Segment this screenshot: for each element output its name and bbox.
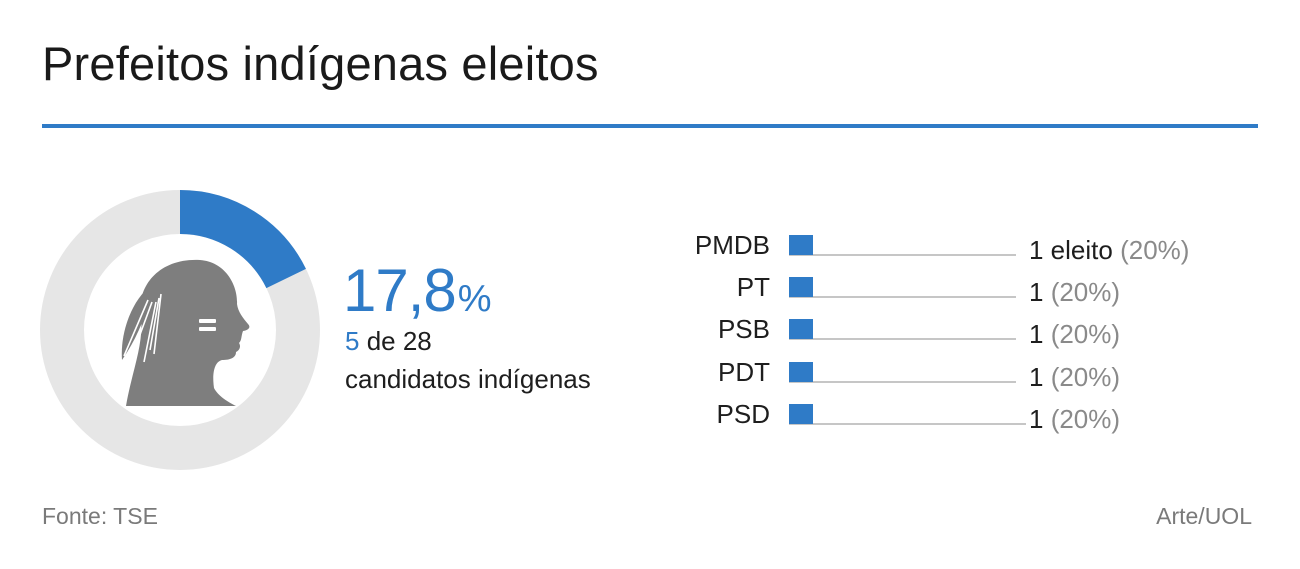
title-divider (42, 124, 1258, 128)
bar-category-label: PMDB (695, 230, 770, 260)
source-note: Fonte: TSE (42, 503, 158, 529)
bar (789, 277, 813, 297)
bar (789, 362, 813, 382)
feather (154, 286, 164, 360)
percent-value: 17,8 (343, 257, 457, 324)
bar-category-label: PSB (718, 314, 770, 344)
candidates-label: candidatos indígenas (345, 364, 591, 394)
total-candidates: de 28 (359, 326, 432, 356)
bar-category-label: PT (737, 272, 770, 302)
bar (789, 319, 813, 339)
face-paint-stripe (199, 327, 216, 331)
elected-count: 5 (345, 326, 360, 356)
credit-note: Arte/UOL (1156, 503, 1252, 529)
elected-of-total: 5 de 28 (345, 326, 432, 357)
bar-value-label: 1 (20%) (1029, 404, 1120, 434)
face-paint-stripe (199, 319, 216, 323)
bar (789, 235, 813, 255)
bar-value-label: 1 eleito (20%) (1029, 235, 1189, 265)
percent-sign: % (457, 278, 492, 320)
bar (789, 404, 813, 424)
feather-lines (123, 293, 162, 363)
chart-title: Prefeitos indígenas eleitos (42, 37, 599, 90)
bar-value-label: 1 (20%) (1029, 362, 1120, 392)
bar-value-label: 1 (20%) (1029, 319, 1120, 349)
bar-value-label: 1 (20%) (1029, 277, 1120, 307)
percent-headline: 17,8% (343, 256, 492, 325)
donut-slice-elected (40, 190, 320, 470)
bar-category-label: PSD (717, 399, 770, 429)
indigenous-head-silhouette-icon (121, 259, 250, 406)
bar-category-label: PDT (718, 357, 770, 387)
donut-chart (40, 190, 320, 470)
donut-arcs (40, 190, 320, 470)
